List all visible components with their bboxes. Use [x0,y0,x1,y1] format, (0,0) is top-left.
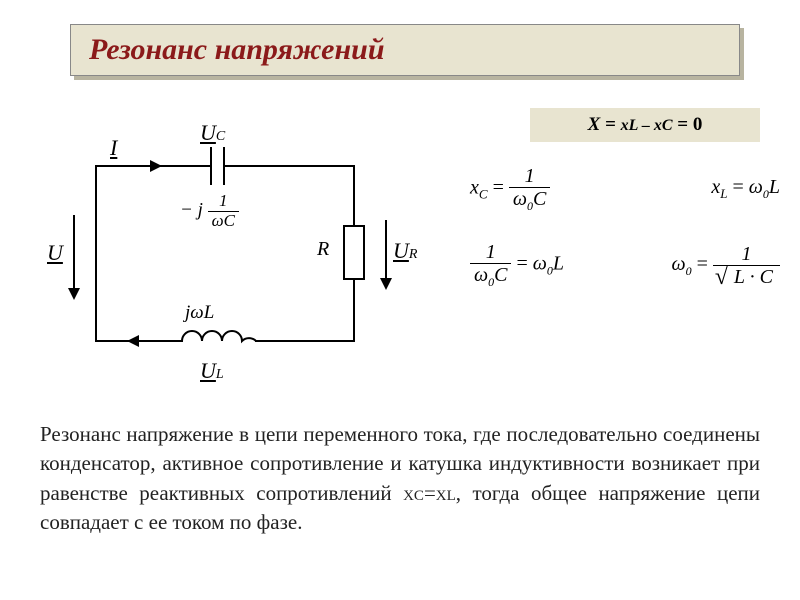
label-uc: UC [200,120,225,146]
eq-rw: ω [533,253,547,275]
wire-bottom-left [95,340,183,342]
cond-eq2: = [677,114,688,135]
w0-rad: L · C [731,265,776,288]
cap-imp-den: ωC [208,212,239,231]
xl-w: ω [749,176,763,198]
label-u: U [47,240,63,266]
w0-lsub: 0 [686,264,692,278]
ur-arrow-line [385,220,387,280]
u-arrow-line [73,215,75,290]
label-ul-sub: L [216,367,224,382]
current-arrow-icon [150,160,162,172]
circuit-diagram: I UC U R UR UL − j 1 ωC jωL [55,120,415,380]
xc-den-c: C [533,188,546,210]
wire-bottom-right [255,340,355,342]
cap-imp-num: 1 [208,192,239,212]
label-i: I [110,135,117,161]
wire-right-top [353,165,355,225]
label-ur: UR [393,238,417,264]
formula-w0: ω0 = 1 L · C [671,243,780,288]
eq-lnum: 1 [470,241,511,264]
cap-plate-left [210,147,212,185]
condition-text: X = xL – xC = 0 [588,114,703,136]
inductor-icon [180,323,258,359]
w0-num: 1 [713,243,780,266]
label-ur-sub: R [409,247,418,262]
ur-arrow-head-icon [380,278,392,290]
body-xc: XC [403,488,424,504]
label-u-text: U [47,240,63,265]
cap-impedance: − j 1 ωC [180,192,239,230]
cond-eq1: = [605,114,616,135]
xl-lhs: x [711,176,720,198]
wire-left [95,165,97,342]
cond-lhs: X [588,114,601,135]
eq-rl: L [553,253,564,275]
eq-ldc: C [494,264,507,286]
formula-eq: 1 ω0C = ω0L [470,241,564,289]
formula-row-1: xC = 1 ω0C xL = ω0L [470,165,780,213]
label-r: R [317,238,329,261]
label-ur-u: U [393,238,409,263]
body-paragraph: Резонанс напряжение в цепи переменного т… [40,420,760,538]
label-ul: UL [200,358,224,384]
xc-sub: C [479,187,488,202]
xl-l: L [769,176,780,198]
body-eq: = [424,481,436,505]
formula-row-2: 1 ω0C = ω0L ω0 = 1 L · C [470,241,780,289]
condition-box: X = xL – xC = 0 [530,108,760,142]
xc-num: 1 [509,165,550,188]
xc-den-w: ω [513,188,527,210]
wire-right-bottom [353,280,355,340]
ul-arrow-head-icon [127,335,139,347]
w0-lw: ω [671,253,685,275]
resistor-box [343,225,365,280]
eq-ldw: ω [474,264,488,286]
cond-rhs: 0 [693,114,703,135]
ind-impedance: jωL [185,302,214,324]
formulas-block: xC = 1 ω0C xL = ω0L 1 ω0C = ω0L ω0 = [470,165,780,317]
cond-mid: xL – xC [621,117,673,134]
label-uc-u: U [200,120,216,145]
formula-xc: xC = 1 ω0C [470,165,550,213]
label-ul-u: U [200,358,216,383]
page-title: Резонанс напряжений [89,33,385,67]
xl-sub: L [720,186,727,201]
label-i-text: I [110,135,117,160]
formula-xl: xL = ω0L [711,176,780,202]
u-arrow-head-icon [68,288,80,300]
title-bar: Резонанс напряжений [70,24,740,76]
label-uc-sub: C [216,129,225,144]
xc-lhs: x [470,177,479,199]
cap-imp-prefix: − j [180,200,203,221]
wire-top-right [225,165,355,167]
body-xl: XL [436,488,456,504]
